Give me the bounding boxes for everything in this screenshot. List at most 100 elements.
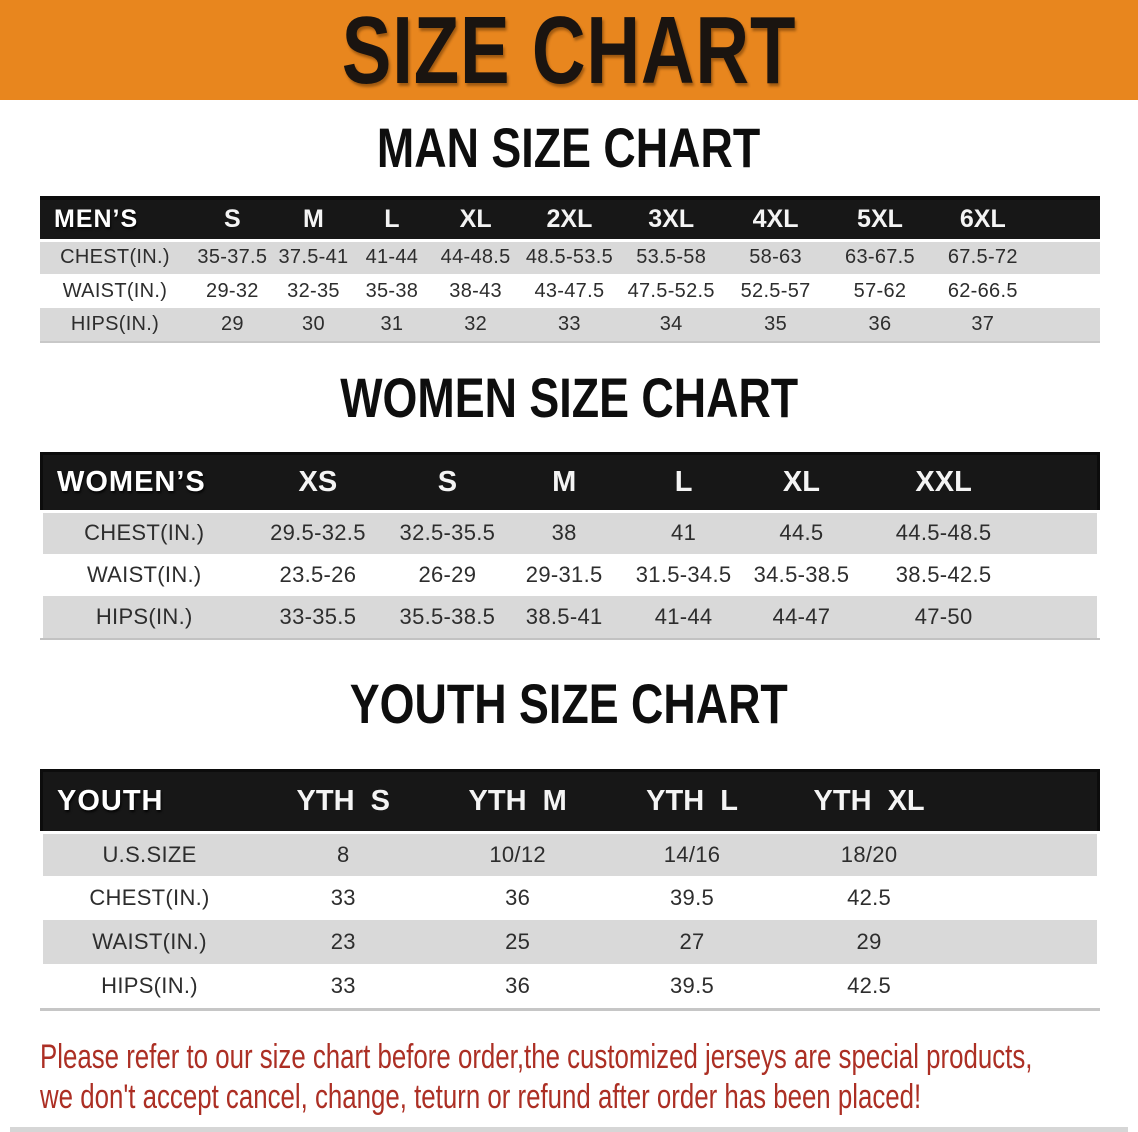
row-label: WAIST(IN.) — [86, 561, 202, 587]
women-size-table: WOMEN’S XS S M L XL XXL CHEST(IN.) 29.5-… — [40, 452, 1100, 638]
column-header: 3XL — [648, 204, 695, 233]
spacer-cell — [1028, 554, 1099, 596]
cell: 29-32 — [206, 279, 259, 302]
cell: 38.5-41 — [525, 603, 603, 629]
row-label: WAIST(IN.) — [62, 279, 168, 302]
men-table-label: MEN’S — [54, 204, 139, 233]
cell: 35-38 — [365, 279, 419, 302]
column-header: YTH S — [296, 784, 390, 817]
youth-header-row: YOUTH YTH S YTH M YTH L YTH XL — [41, 770, 1099, 832]
row-label: WAIST(IN.) — [92, 929, 207, 954]
cell: 23.5-26 — [279, 561, 357, 587]
table-row: HIPS(IN.) 29 30 31 32 33 34 35 36 37 — [40, 308, 1100, 342]
cell: 14/16 — [604, 830, 780, 876]
cell: 30 — [302, 313, 325, 335]
cell: 8 — [256, 830, 431, 876]
cell: 33 — [330, 885, 356, 910]
cell: 32-35 — [287, 279, 340, 302]
table-bottom-divider — [40, 1008, 1100, 1011]
bottom-edge-divider — [10, 1127, 1128, 1132]
table-row: WAIST(IN.) 23 25 27 29 — [41, 920, 1099, 964]
table-row: CHEST(IN.) 29.5-32.5 32.5-35.5 38 41 44.… — [41, 510, 1099, 554]
table-row: HIPS(IN.) 33-35.5 35.5-38.5 38.5-41 41-4… — [41, 595, 1099, 638]
column-header: YTH L — [646, 784, 738, 817]
cell: 62-66.5 — [947, 279, 1018, 302]
cell: 35.5-38.5 — [399, 603, 496, 629]
column-header: 2XL — [546, 204, 593, 233]
column-header: S — [224, 204, 241, 233]
cell: 29 — [856, 929, 882, 954]
cell: 38.5-42.5 — [895, 561, 992, 587]
cell: 35-37.5 — [189, 238, 275, 274]
column-header: YTH M — [468, 784, 567, 817]
cell: 42.5 — [847, 885, 892, 910]
spacer-cell — [959, 964, 1099, 1008]
column-header: XL — [782, 466, 820, 498]
cell: 57-62 — [853, 279, 907, 302]
youth-size-table: YOUTH YTH S YTH M YTH L YTH XL U.S.SIZE … — [40, 768, 1100, 1008]
cell: 39.5 — [670, 973, 715, 998]
women-section-heading-wrap: WOMEN SIZE CHART — [0, 343, 1138, 452]
cell: 41 — [623, 510, 744, 554]
table-row: HIPS(IN.) 33 36 39.5 42.5 — [41, 964, 1099, 1008]
spacer-cell — [1034, 308, 1100, 342]
spacer-cell — [958, 830, 1099, 876]
banner-title: SIZE CHART — [341, 0, 797, 104]
cell: 33 — [557, 313, 581, 335]
spacer-cell — [959, 920, 1099, 964]
column-header: YTH XL — [813, 784, 925, 817]
cell: 27 — [679, 929, 705, 954]
row-label: CHEST(IN.) — [89, 885, 210, 910]
cell: 44.5-48.5 — [859, 510, 1028, 554]
spacer-cell — [1034, 198, 1100, 240]
cell: 47-50 — [914, 603, 973, 629]
cell: 63-67.5 — [828, 238, 932, 274]
cell: 36 — [505, 885, 531, 910]
column-header: L — [674, 466, 693, 498]
column-header: XS — [298, 466, 338, 498]
cell: 41-44 — [654, 603, 713, 629]
youth-section-heading: YOUTH SIZE CHART — [349, 672, 789, 735]
spacer-cell — [959, 770, 1099, 832]
row-label: CHEST(IN.) — [40, 238, 190, 274]
spacer-cell — [1034, 274, 1100, 308]
cell: 43-47.5 — [534, 279, 605, 302]
row-label: U.S.SIZE — [41, 830, 257, 876]
cell: 37 — [971, 313, 995, 335]
table-row: WAIST(IN.) 29-32 32-35 35-38 38-43 43-47… — [40, 274, 1100, 308]
cell: 23 — [330, 929, 356, 954]
man-section-heading-wrap: MAN SIZE CHART — [0, 100, 1138, 196]
order-notice: Please refer to our size chart before or… — [40, 1037, 1138, 1117]
women-table-label: WOMEN’S — [57, 466, 206, 498]
cell: 67.5-72 — [931, 238, 1034, 274]
men-header-row: MEN’S S M L XL 2XL 3XL 4XL 5XL 6XL — [40, 198, 1100, 240]
cell: 25 — [505, 929, 531, 954]
spacer-cell — [959, 876, 1099, 920]
cell: 44-48.5 — [431, 238, 520, 274]
cell: 29 — [220, 313, 244, 335]
banner: SIZE CHART — [0, 0, 1138, 100]
table-bottom-divider — [40, 637, 1100, 640]
cell: 48.5-53.5 — [519, 238, 620, 274]
column-header: 4XL — [752, 204, 799, 233]
cell: 52.5-57 — [740, 279, 811, 302]
cell: 38 — [504, 510, 624, 554]
cell: 44-47 — [772, 603, 831, 629]
spacer-cell — [1028, 454, 1099, 512]
row-label: HIPS(IN.) — [95, 603, 193, 629]
spacer-cell — [1028, 596, 1099, 638]
youth-section-heading-wrap: YOUTH SIZE CHART — [0, 640, 1138, 769]
column-header: M — [303, 204, 324, 233]
spacer-cell — [1033, 238, 1100, 274]
man-section-heading: MAN SIZE CHART — [377, 116, 761, 179]
cell: 34.5-38.5 — [753, 561, 850, 587]
cell: 32.5-35.5 — [390, 510, 505, 554]
column-header: 6XL — [959, 204, 1006, 233]
notice-line-1: Please refer to our size chart before or… — [40, 1038, 1033, 1076]
cell: 18/20 — [779, 830, 959, 876]
column-header: M — [552, 466, 577, 498]
women-section-heading: WOMEN SIZE CHART — [340, 365, 798, 429]
notice-line-2: we don't accept cancel, change, teturn o… — [40, 1078, 922, 1116]
cell: 38-43 — [449, 279, 502, 302]
